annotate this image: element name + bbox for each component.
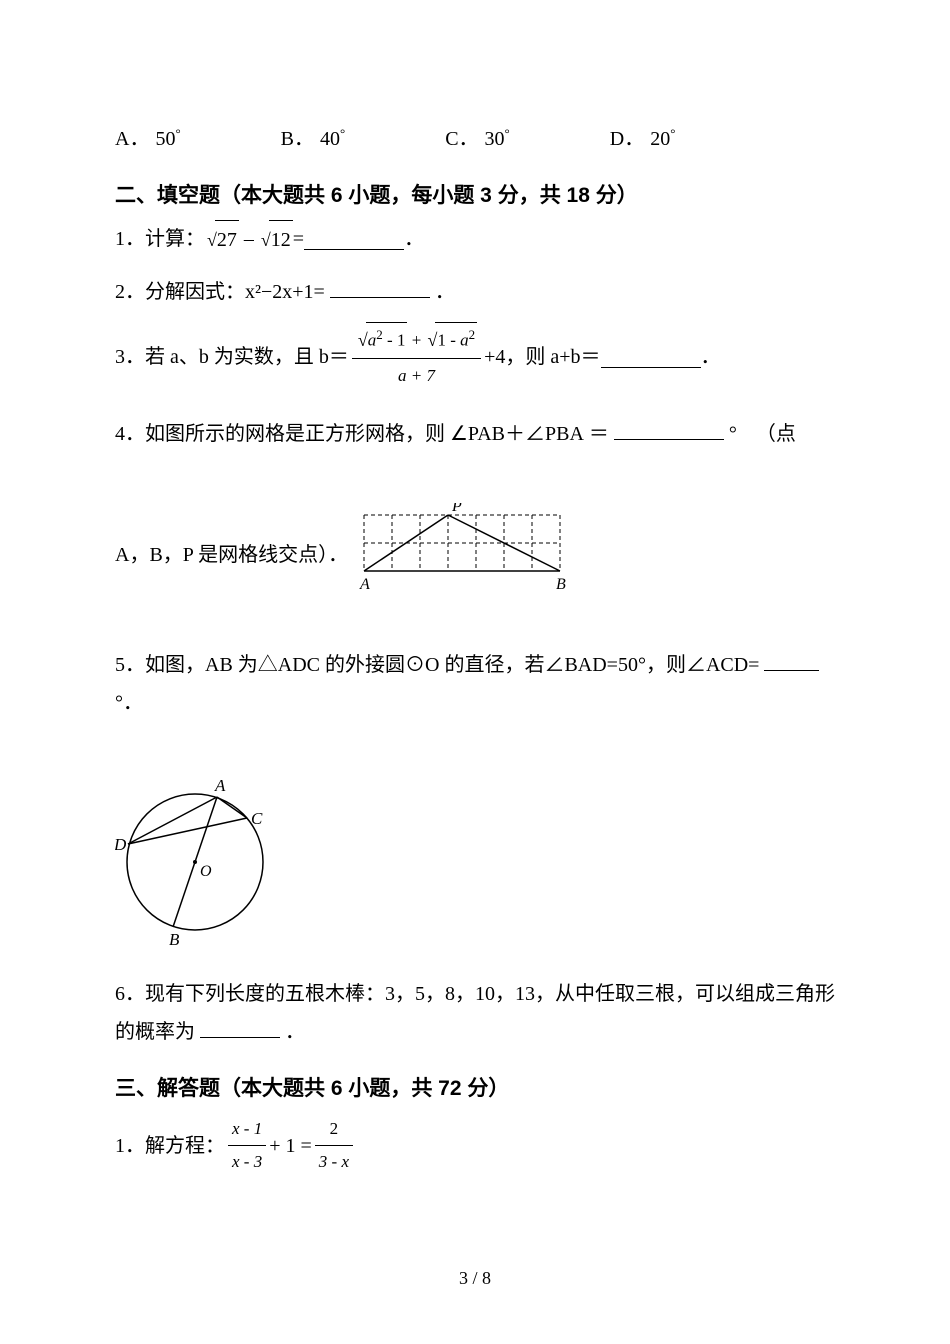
q5-text: 5．如图，AB 为△ADC 的外接圆⊙O 的直径，若∠BAD=50°，则∠ACD… [115,654,759,676]
mc-label-c: C． [445,120,478,158]
q1-prefix: 1．计算： [115,220,205,258]
solve-q1: 1．解方程： x - 1 x - 3 + 1 = 2 3 - x [115,1113,835,1179]
solve-q1-frac2: 2 3 - x [315,1113,353,1179]
svg-text:C: C [251,809,263,828]
svg-text:P: P [451,503,462,515]
mc-option-a: A． 50° [115,120,181,158]
circle-figure: A B C D O [115,772,835,965]
svg-text:A: A [359,576,370,593]
q4-line2-row: A，B，P 是网格线交点）． P A B [115,503,835,606]
q2-end: ． [435,281,455,303]
q4-angle: ∠PAB＋∠PBA [450,423,584,445]
svg-text:B: B [556,576,566,593]
q1-end: ． [404,220,424,258]
q1-blank [304,229,404,250]
section2-title: 二、填空题（本大题共 6 小题，每小题 3 分，共 18 分） [115,176,835,216]
mc-value-c: 30° [485,120,510,158]
q2-text: 2．分解因式：x²−2x+1= [115,281,325,303]
sqrt-12: 12 [259,220,293,259]
svg-text:O: O [200,863,212,880]
q3-end: ． [701,338,721,376]
section3-title: 三、解答题（本大题共 6 小题，共 72 分） [115,1069,835,1109]
q3-blank [601,347,701,368]
mc-option-b: B． 40° [281,120,346,158]
mc-label-a: A． [115,120,149,158]
q3-prefix: 3．若 a、b 为实数，且 b＝ [115,338,349,376]
mc-label-d: D． [610,120,644,158]
fill-q6: 6．现有下列长度的五根木棒：3，5，8，10，13，从中任取三根，可以组成三角形… [115,975,835,1051]
svg-text:B: B [169,930,180,949]
sqrt-27: 27 [205,220,239,259]
mc-option-d: D． 20° [610,120,676,158]
fill-q5: 5．如图，AB 为△ADC 的外接圆⊙O 的直径，若∠BAD=50°，则∠ACD… [115,646,835,722]
mc-value-b: 40° [320,120,345,158]
q4-tail: （点 [756,423,796,445]
mc-value-d: 20° [650,120,675,158]
q4-line2: A，B，P 是网格线交点）． [115,536,348,574]
grid-figure: P A B [354,503,578,606]
solve-q1-prefix: 1．解方程： [115,1127,225,1165]
q6-blank [200,1017,280,1038]
page-number: 3 / 8 [0,1268,950,1289]
svg-text:D: D [115,835,127,854]
q4-deg: ° [729,423,737,445]
q5-blank [764,650,819,671]
fill-q4: 4．如图所示的网格是正方形网格，则 ∠PAB＋∠PBA ＝ ° （点 [115,415,835,453]
q2-blank [330,277,430,298]
fill-q2: 2．分解因式：x²−2x+1= ． [115,273,835,311]
solve-q1-plus: + 1 = [269,1127,312,1165]
mc-options-row: A． 50° B． 40° C． 30° D． 20° [115,120,835,158]
solve-q1-frac1: x - 1 x - 3 [228,1113,266,1179]
svg-text:A: A [214,776,226,795]
q3-mid: +4，则 a+b＝ [484,338,600,376]
q3-fraction: a2 - 1 + 1 - a2 a + 7 [352,321,481,393]
q4-blank [614,419,724,440]
q4-prefix: 4．如图所示的网格是正方形网格，则 [115,423,445,445]
q5-deg: °． [115,692,143,714]
fill-q3: 3．若 a、b 为实数，且 b＝ a2 - 1 + 1 - a2 a + 7 +… [115,321,835,393]
mc-option-c: C． 30° [445,120,510,158]
q4-eq: ＝ [589,423,609,445]
fill-q1: 1．计算： 27 – 12 = ． [115,220,835,259]
q6-end: ． [285,1021,305,1043]
q1-eq: = [293,220,304,258]
mc-value-a: 50° [155,120,180,158]
mc-label-b: B． [281,120,314,158]
